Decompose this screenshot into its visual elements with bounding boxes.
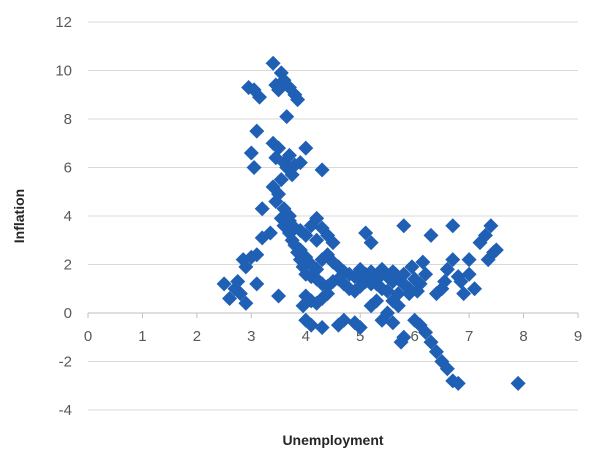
data-point (255, 201, 270, 216)
x-tick-label: 3 (247, 328, 255, 345)
x-tick-label: 0 (84, 328, 92, 345)
y-tick-label: 6 (64, 160, 72, 177)
x-tick-label: 6 (410, 328, 418, 345)
x-tick-label: 9 (574, 328, 582, 345)
data-point (511, 376, 526, 391)
y-tick-label: 4 (64, 208, 72, 225)
gridlines (88, 22, 578, 410)
x-tick-label: 1 (138, 328, 146, 345)
y-tick-label: 10 (55, 63, 72, 80)
data-point (249, 124, 264, 139)
x-axis-ticks: 0 1 2 3 4 5 6 7 8 9 (84, 313, 582, 345)
y-tick-label: -4 (59, 402, 72, 419)
data-point (244, 145, 259, 160)
data-point (396, 218, 411, 233)
y-tick-label: 8 (64, 111, 72, 128)
x-axis-title: Unemployment (282, 432, 383, 448)
x-tick-label: 2 (193, 328, 201, 345)
data-point (271, 289, 286, 304)
data-point (247, 160, 262, 175)
data-point (249, 276, 264, 291)
data-point (445, 218, 460, 233)
data-points (217, 56, 526, 391)
y-tick-label: -2 (59, 354, 72, 371)
data-point (279, 109, 294, 124)
x-tick-label: 4 (302, 328, 310, 345)
y-axis-title: Inflation (11, 189, 27, 243)
data-point (315, 320, 330, 335)
data-point (315, 162, 330, 177)
data-point (424, 228, 439, 243)
y-tick-label: 2 (64, 257, 72, 274)
y-axis-ticks: 12 10 8 6 4 2 0 -2 -4 (55, 14, 72, 419)
y-tick-label: 12 (55, 14, 72, 31)
x-tick-label: 8 (519, 328, 527, 345)
data-point (298, 141, 313, 156)
y-tick-label: 0 (64, 305, 72, 322)
x-tick-label: 7 (465, 328, 473, 345)
